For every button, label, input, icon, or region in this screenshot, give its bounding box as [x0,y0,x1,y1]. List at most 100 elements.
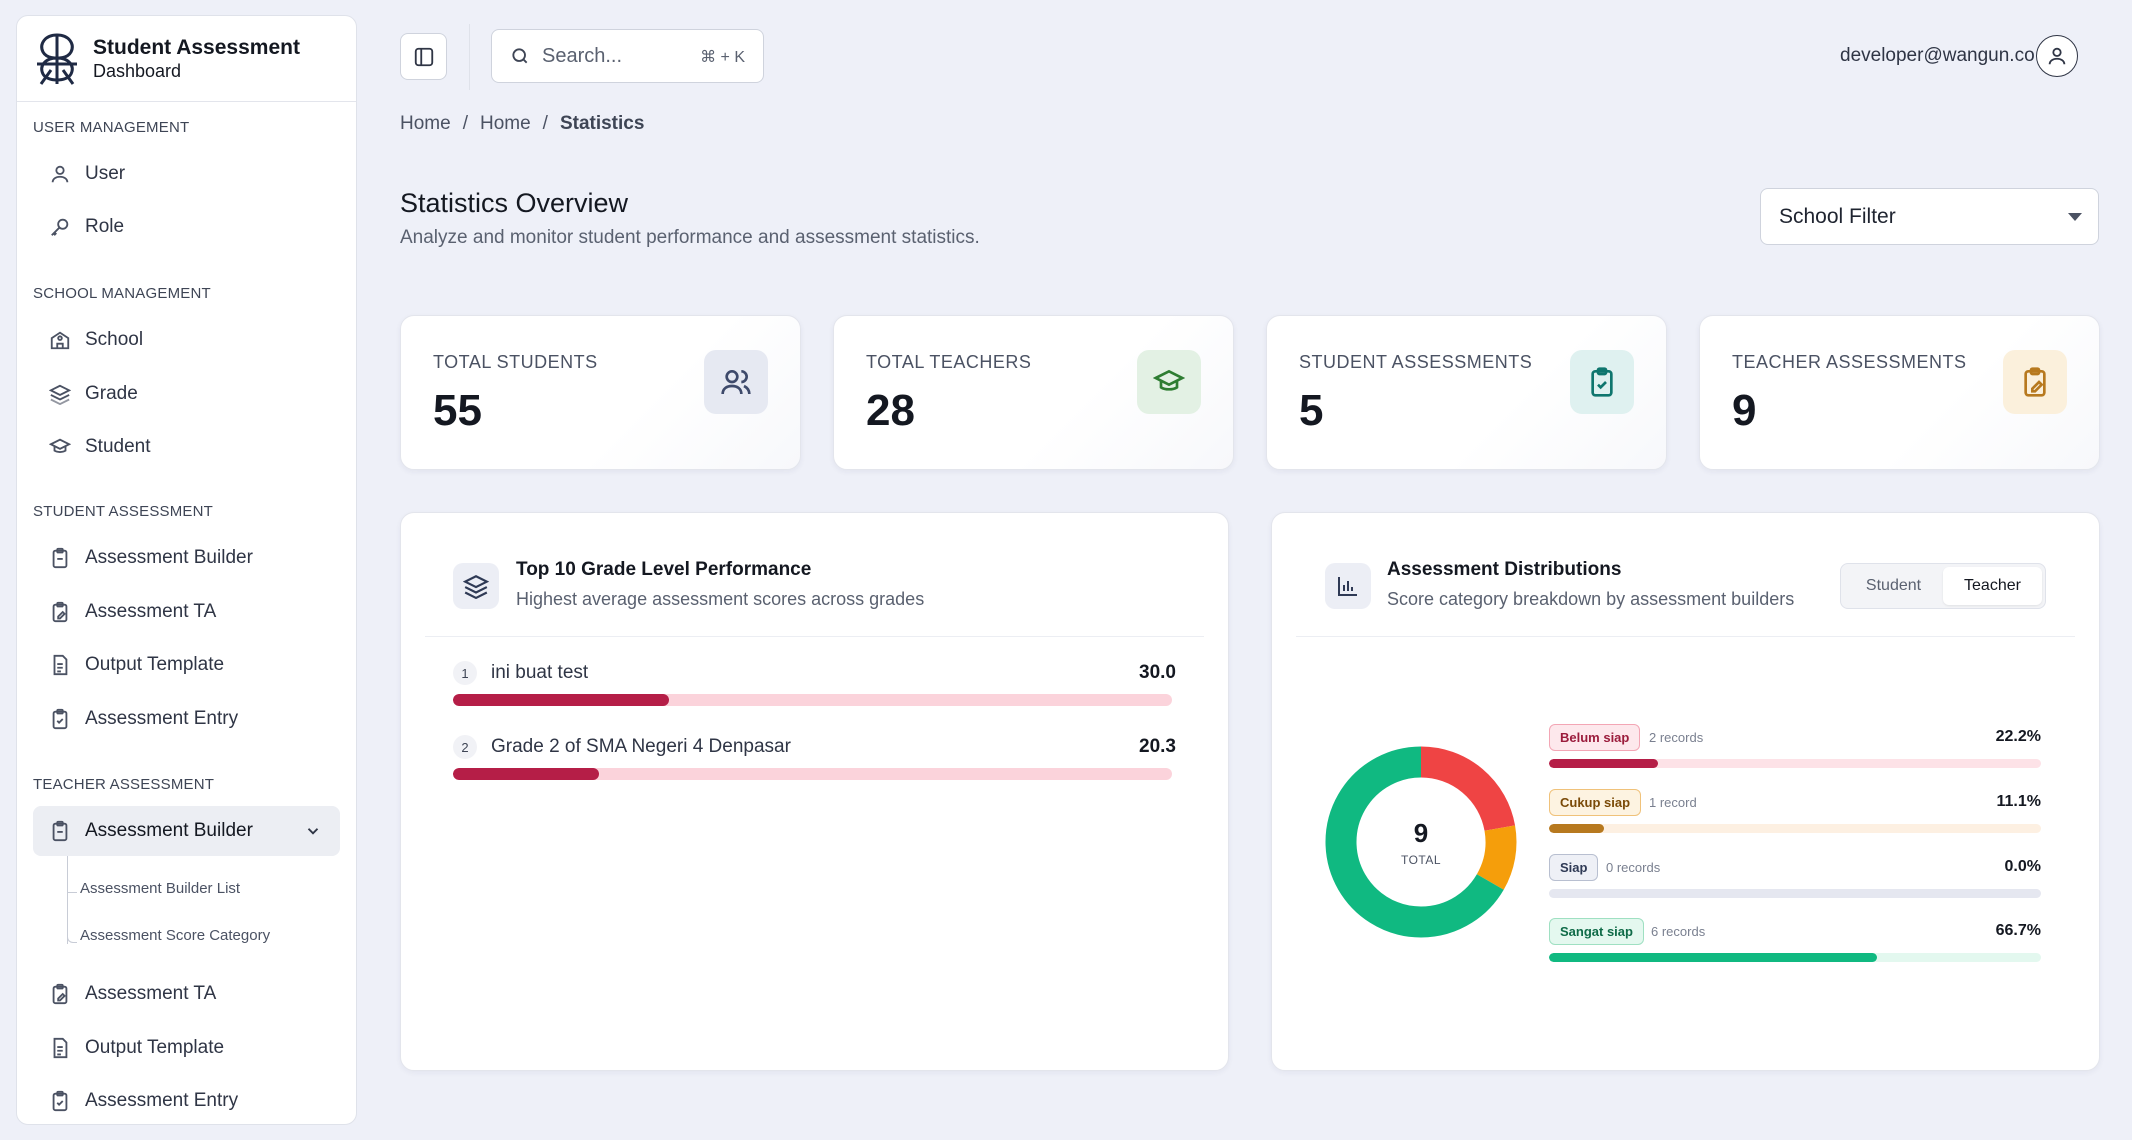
category-records: 2 records [1649,730,1704,745]
category-pill: Siap [1549,854,1599,881]
chevron-down-icon[interactable] [304,822,322,840]
grade-progress-bar [453,768,1172,780]
category-bar-fill [1549,759,1659,768]
stat-label: TOTAL STUDENTS [433,352,598,372]
school-crest-logo [37,32,77,85]
brand[interactable]: Student Assessment Dashboard [17,16,356,102]
category-percent: 0.0% [2004,858,2041,875]
sidebar-item-teacher-assessment-ta[interactable]: Assessment TA [33,969,340,1019]
sidebar-item-label: Assessment Builder [85,547,253,568]
panel-divider [425,636,1204,637]
category-records: 6 records [1651,924,1706,939]
donut-chart: 9 TOTAL [1325,746,1517,938]
clipboard-check-icon [52,1090,68,1112]
breadcrumb-separator: / [462,113,468,134]
topbar-divider [469,24,470,90]
document-icon [53,654,68,676]
graduation-cap-icon [49,438,71,453]
search-input[interactable]: Search... ⌘ + K [491,29,764,83]
sidebar-item-label: Assessment Entry [85,1090,239,1111]
section-user-management: USER MANAGEMENT [33,119,190,136]
panel-divider [1296,636,2075,637]
school-icon [50,331,70,350]
tree-line [67,856,68,944]
stat-badge [1570,350,1634,414]
sidebar-item-school[interactable]: School [33,315,340,365]
category-pill: Sangat siap [1549,918,1644,945]
stat-card-total-students: TOTAL STUDENTS 55 [400,315,801,470]
section-student-assessment: STUDENT ASSESSMENT [33,503,214,520]
stat-value: 55 [433,386,482,435]
breadcrumb-item-home[interactable]: Home [400,113,451,134]
sidebar-item-label: Role [85,216,125,237]
category-bar [1549,759,2041,768]
stat-label: TOTAL TEACHERS [866,352,1032,372]
category-pill: Belum siap [1549,724,1641,751]
breadcrumb-separator: / [542,113,548,134]
panel-subtitle: Highest average assessment scores across… [516,589,925,609]
user-icon [51,165,69,183]
sidebar-item-teacher-assessment-builder[interactable]: Assessment Builder [33,806,340,856]
clipboard-icon [52,820,68,842]
search-shortcut: ⌘ + K [700,49,745,66]
sidebar: Student Assessment Dashboard USER MANAGE… [16,15,357,1125]
sidebar-toggle-button[interactable] [400,33,447,80]
breadcrumb-item-current: Statistics [559,113,645,134]
tree-branch [67,931,77,943]
category-bar [1549,824,2041,833]
grade-name: Grade 2 of SMA Negeri 4 Denpasar [491,736,791,757]
section-teacher-assessment: TEACHER ASSESSMENT [33,776,215,793]
sidebar-item-student[interactable]: Student [33,422,340,472]
sidebar-item-output-template[interactable]: Output Template [33,640,340,690]
panel-icon [453,563,499,609]
sidebar-subitem-score-category[interactable]: Assessment Score Category [80,927,271,944]
sidebar-item-assessment-builder[interactable]: Assessment Builder [33,533,340,583]
category-row: Sangat siap 6 records 66.7% [1549,918,2041,962]
search-placeholder: Search... [542,44,623,67]
sidebar-item-teacher-output-template[interactable]: Output Template [33,1023,340,1073]
sidebar-item-label: User [85,163,126,184]
sidebar-item-label: Grade [85,383,138,404]
category-bar-fill [1549,824,1604,833]
category-row: Belum siap 2 records 22.2% [1549,724,2041,768]
donut-chart-svg [1325,746,1517,938]
grade-performance-panel: Top 10 Grade Level Performance Highest a… [400,512,1229,1071]
sidebar-item-assessment-entry[interactable]: Assessment Entry [33,694,340,744]
sidebar-item-role[interactable]: Role [33,202,340,252]
page-subtitle: Analyze and monitor student performance … [400,227,980,248]
tab-student[interactable]: Student [1865,577,1922,594]
sidebar-item-assessment-ta[interactable]: Assessment TA [33,587,340,637]
sidebar-item-grade[interactable]: Grade [33,369,340,419]
clipboard-edit-icon [2024,367,2046,397]
donut-slice-belum-siap [1420,746,1516,832]
brand-subtitle: Dashboard [93,60,182,81]
document-icon [53,1037,68,1059]
layers-icon [463,575,489,599]
grade-progress-fill [453,768,599,780]
clipboard-check-icon [1591,367,1613,397]
layers-icon [49,384,71,405]
grade-progress-fill [453,694,669,706]
rank-badge: 2 [453,735,477,759]
breadcrumb-item-home[interactable]: Home [479,113,531,134]
category-records: 1 record [1649,795,1697,810]
stat-card-student-assessments: STUDENT ASSESSMENTS 5 [1266,315,1667,470]
grade-progress-bar [453,694,1172,706]
sidebar-subitem-builder-list[interactable]: Assessment Builder List [80,880,241,897]
clipboard-edit-icon [52,601,68,623]
school-filter-select[interactable]: School Filter [1760,188,2099,245]
sidebar-item-user[interactable]: User [33,149,340,199]
sidebar-item-label: Output Template [85,1037,225,1058]
sidebar-item-teacher-assessment-entry[interactable]: Assessment Entry [33,1076,340,1126]
grade-score: 30.0 [1139,662,1176,683]
section-school-management: SCHOOL MANAGEMENT [33,285,211,302]
sidebar-item-label: Output Template [85,654,225,675]
school-filter-label: School Filter [1779,204,1896,228]
sidebar-item-label: Assessment Builder [85,820,253,841]
page-title: Statistics Overview [400,188,629,218]
avatar[interactable] [2036,35,2078,77]
tab-teacher[interactable]: Teacher [1943,567,2042,605]
bar-chart-icon [1338,577,1357,596]
tree-branch [67,892,77,893]
user-email: developer@wangun.co [1840,45,2035,66]
